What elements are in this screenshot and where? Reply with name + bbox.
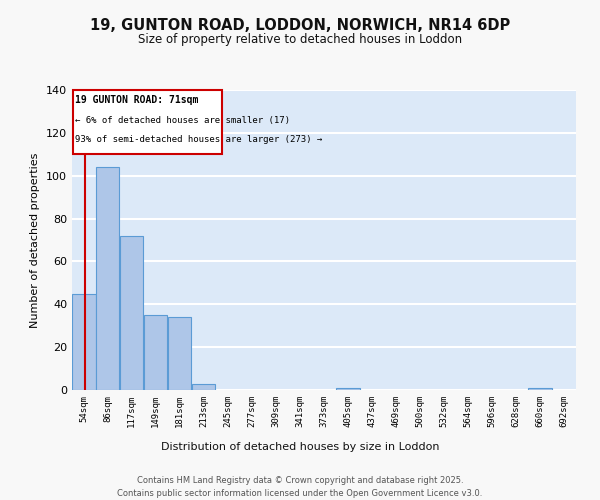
Text: 19, GUNTON ROAD, LODDON, NORWICH, NR14 6DP: 19, GUNTON ROAD, LODDON, NORWICH, NR14 6… <box>90 18 510 32</box>
Bar <box>120 236 143 390</box>
Bar <box>73 90 223 154</box>
Bar <box>73 294 95 390</box>
Text: Size of property relative to detached houses in Loddon: Size of property relative to detached ho… <box>138 32 462 46</box>
Text: Contains public sector information licensed under the Open Government Licence v3: Contains public sector information licen… <box>118 489 482 498</box>
Bar <box>168 317 191 390</box>
Bar <box>97 167 119 390</box>
Bar <box>337 388 360 390</box>
Y-axis label: Number of detached properties: Number of detached properties <box>31 152 40 328</box>
Text: 93% of semi-detached houses are larger (273) →: 93% of semi-detached houses are larger (… <box>75 135 322 144</box>
Text: Contains HM Land Registry data © Crown copyright and database right 2025.: Contains HM Land Registry data © Crown c… <box>137 476 463 485</box>
Bar <box>144 315 167 390</box>
Text: Distribution of detached houses by size in Loddon: Distribution of detached houses by size … <box>161 442 439 452</box>
Bar <box>192 384 215 390</box>
Bar <box>528 388 551 390</box>
Text: ← 6% of detached houses are smaller (17): ← 6% of detached houses are smaller (17) <box>75 116 290 124</box>
Text: 19 GUNTON ROAD: 71sqm: 19 GUNTON ROAD: 71sqm <box>75 96 199 106</box>
